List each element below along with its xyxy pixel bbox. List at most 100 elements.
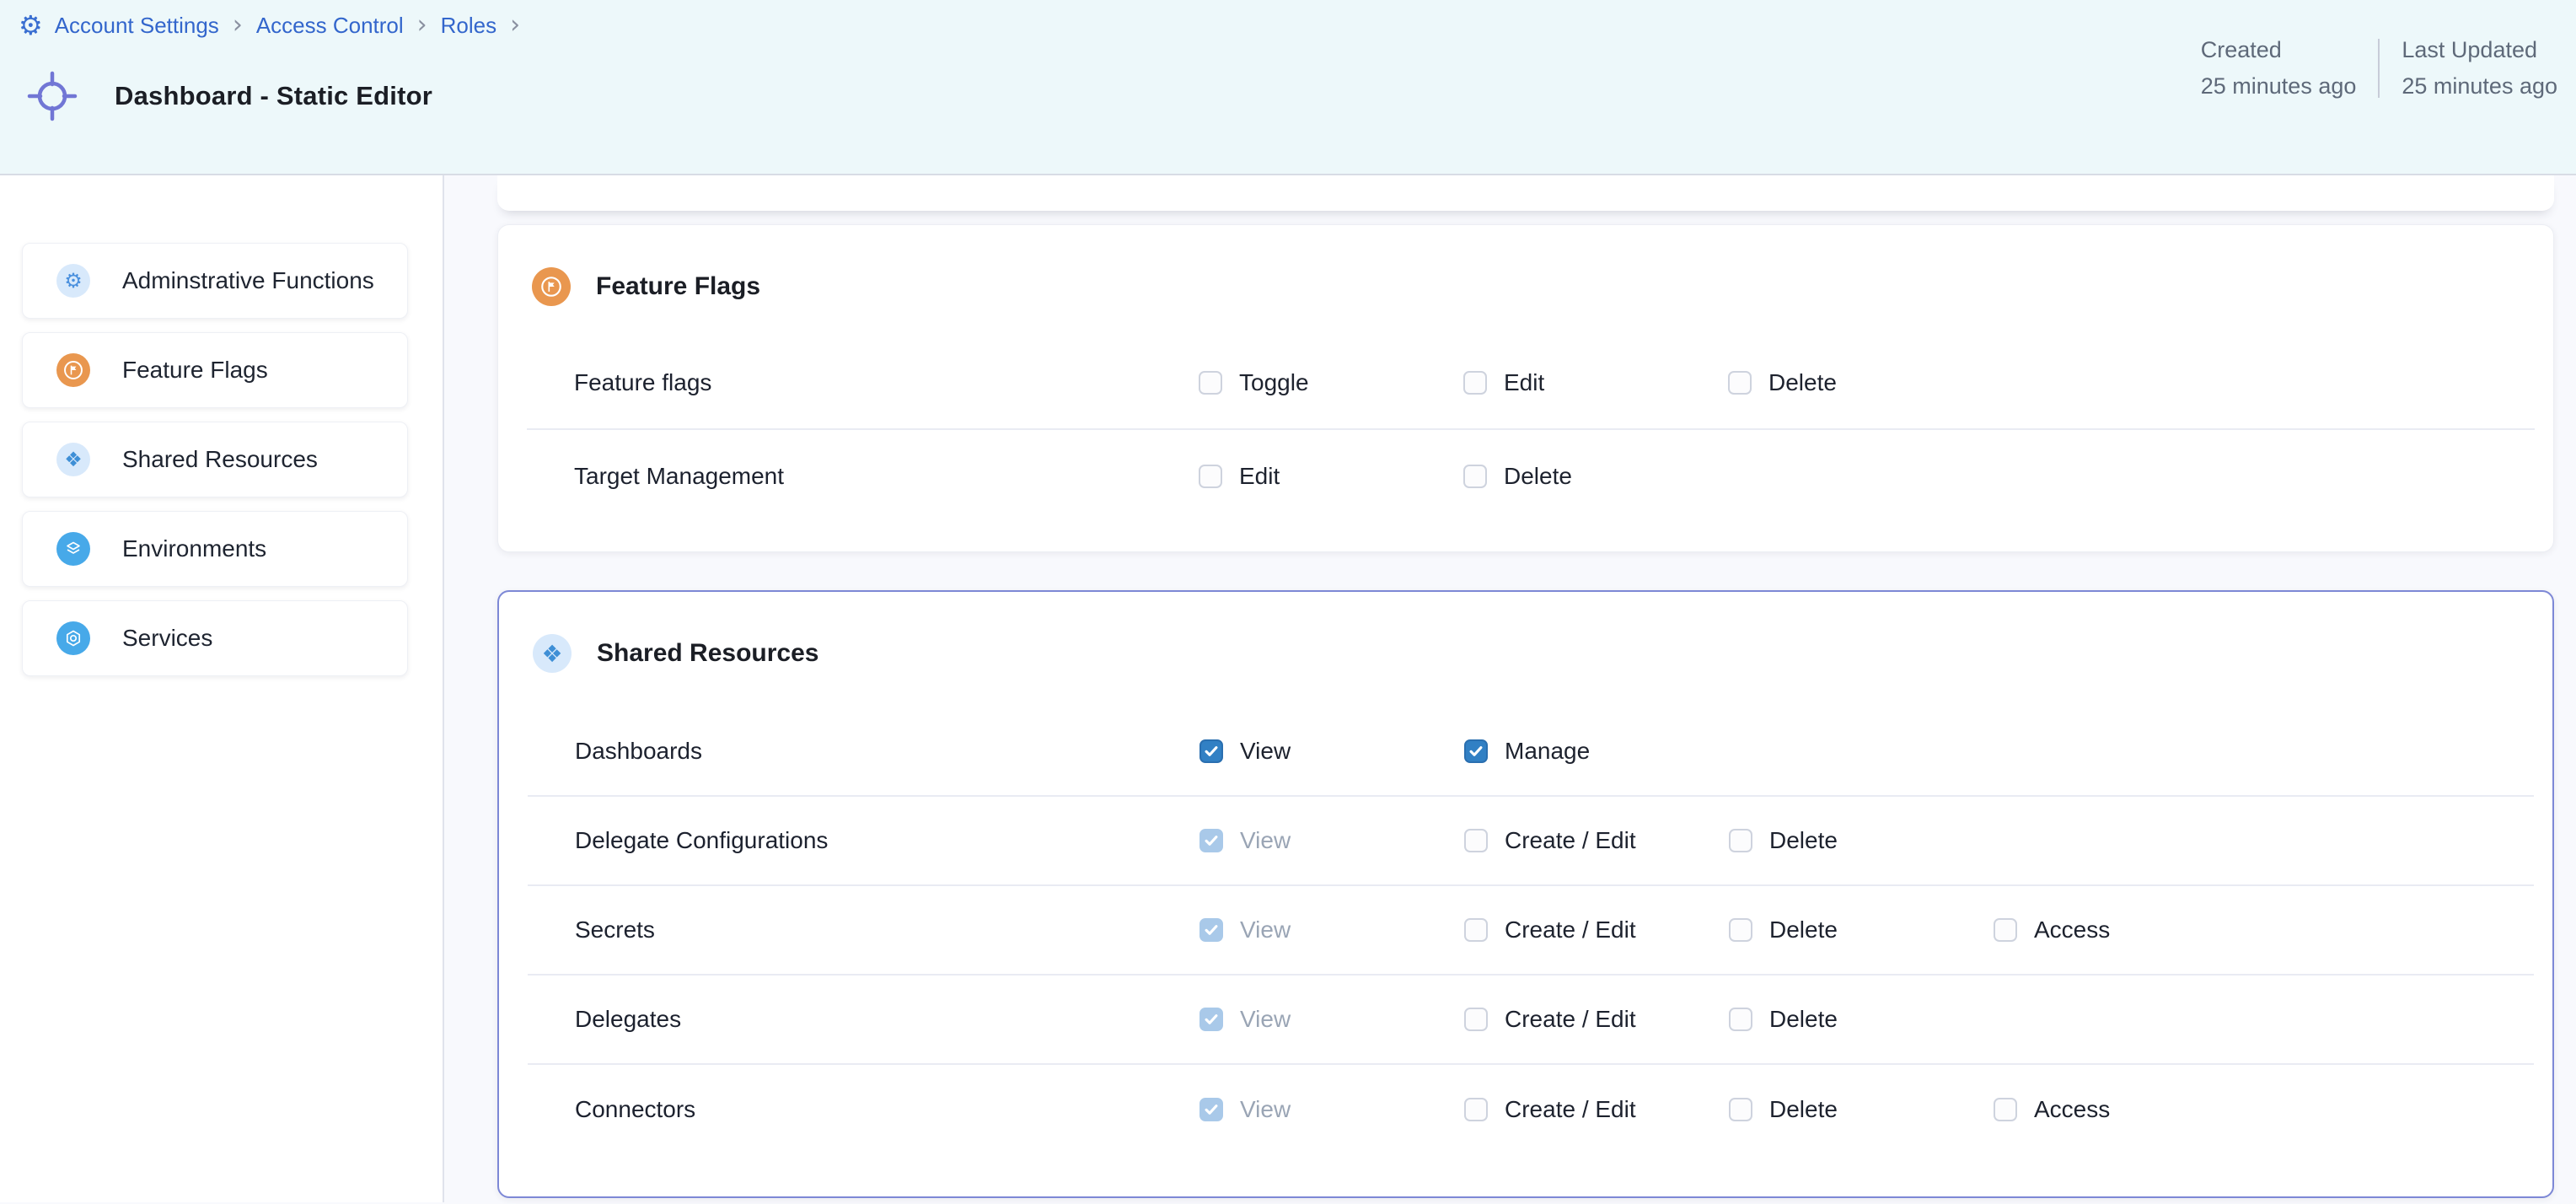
checkbox [1464,1098,1488,1121]
permission-rows: Dashboards View Manage Delegate Configur… [528,707,2534,1196]
breadcrumb-account-settings[interactable]: Account Settings [54,12,219,38]
permission-row-delegate-configurations: Delegate Configurations View Create / Ed… [528,797,2534,886]
permission-label: View [1240,738,1291,764]
permission-delete[interactable]: Delete [1728,369,1993,396]
created-value: 25 minutes ago [2200,73,2357,99]
checkbox [1463,371,1487,395]
permission-edit[interactable]: Edit [1199,463,1463,490]
checkbox [1199,371,1222,395]
target-crosshair-icon [25,69,79,123]
sidebar-item-shared-resources[interactable]: Shared Resources [22,422,408,497]
permission-rows: Feature flags Toggle Edit Delete [527,337,2535,551]
permission-label: Create / Edit [1505,916,1636,943]
checkbox [1994,918,2017,942]
row-label: Dashboards [575,738,702,764]
permission-access[interactable]: Access [1994,916,2258,943]
permission-toggle[interactable]: Toggle [1199,369,1463,396]
checkbox [1728,371,1752,395]
checkbox [1464,739,1488,763]
checkbox [1464,918,1488,942]
sidebar-item-services[interactable]: Services [22,600,408,676]
row-label: Target Management [574,463,785,489]
permission-create-edit[interactable]: Create / Edit [1464,916,1729,943]
checkbox [1199,1098,1223,1121]
permission-delete[interactable]: Delete [1463,463,1728,490]
last-updated-value: 25 minutes ago [2402,73,2557,99]
permission-create-edit[interactable]: Create / Edit [1464,1006,1729,1033]
section-shared-resources[interactable]: Shared Resources Dashboards View Manage [497,590,2554,1198]
row-label: Delegates [575,1006,682,1032]
settings-gear-icon [19,12,43,39]
permission-label: Create / Edit [1505,1096,1636,1122]
checkbox [1199,829,1223,852]
permission-row-connectors: Connectors View Create / Edit Delete [528,1065,2534,1154]
permission-view[interactable]: View [1199,1006,1464,1033]
chevron-right-icon: › [232,10,243,40]
permission-access[interactable]: Access [1994,1096,2258,1123]
permission-label: Edit [1504,369,1545,395]
checkbox [1199,739,1223,763]
sidebar-item-environments[interactable]: Environments [22,511,408,587]
checkbox [1199,465,1222,488]
row-label: Connectors [575,1096,696,1122]
breadcrumb-access-control[interactable]: Access Control [255,12,404,38]
permission-label: View [1240,916,1291,943]
breadcrumb-roles[interactable]: Roles [440,12,497,38]
checkbox [1994,1098,2017,1121]
permission-view[interactable]: View [1199,916,1464,943]
permission-edit[interactable]: Edit [1463,369,1728,396]
meta-info: Created 25 minutes ago Last Updated 25 m… [2201,37,2557,99]
permission-label: Delete [1768,369,1837,395]
chevron-right-icon: › [510,10,521,40]
permission-delete[interactable]: Delete [1729,1006,1994,1033]
permission-create-edit[interactable]: Create / Edit [1464,827,1729,854]
sidebar-item-label: Environments [122,535,267,562]
sidebar-item-label: Services [122,625,213,651]
checkbox [1729,1098,1752,1121]
permission-label: Create / Edit [1505,1006,1636,1032]
meta-divider [2378,39,2380,98]
permission-label: Delete [1769,827,1838,853]
permission-row-delegates: Delegates View Create / Edit Delete [528,976,2534,1065]
checkbox [1729,918,1752,942]
layers-icon [56,532,90,566]
diamonds-icon [56,443,90,476]
permission-label: Access [2034,1096,2111,1122]
permission-row-target-management: Target Management Edit Delete [527,430,2535,523]
sidebar-item-feature-flags[interactable]: Feature Flags [22,332,408,408]
created-info: Created 25 minutes ago [2201,37,2357,99]
permission-row-feature-flags: Feature flags Toggle Edit Delete [527,337,2535,430]
sidebar-item-label: Shared Resources [122,446,318,472]
permission-delete[interactable]: Delete [1729,916,1994,943]
permission-view[interactable]: View [1199,738,1464,765]
checkbox [1729,829,1752,852]
title-row: Dashboard - Static Editor [25,69,432,123]
section-feature-flags[interactable]: Feature Flags Feature flags Toggle Edit [497,224,2554,552]
permission-label: View [1240,827,1291,853]
flag-icon [56,353,90,387]
last-updated-info: Last Updated 25 minutes ago [2402,37,2557,99]
gear-icon [56,264,90,298]
section-title: Feature Flags [596,272,761,300]
checkbox [1463,465,1487,488]
permission-delete[interactable]: Delete [1729,827,1994,854]
checkbox [1199,1008,1223,1031]
last-updated-label: Last Updated [2402,37,2537,62]
permission-label: View [1240,1096,1291,1122]
chevron-right-icon: › [416,10,427,40]
row-label: Feature flags [574,369,712,395]
row-label: Delegate Configurations [575,827,829,853]
permission-label: Manage [1505,738,1591,764]
permission-view[interactable]: View [1199,1096,1464,1123]
permission-label: Toggle [1239,369,1309,395]
section-header: Feature Flags [498,225,2553,337]
sidebar-item-administrative-functions[interactable]: Adminstrative Functions [22,243,408,319]
permission-manage[interactable]: Manage [1464,738,1729,765]
permission-delete[interactable]: Delete [1729,1096,1994,1123]
permissions-panel: Feature Flags Feature flags Toggle Edit [444,175,2576,1202]
permission-view[interactable]: View [1199,827,1464,854]
section-title: Shared Resources [597,639,819,667]
permission-create-edit[interactable]: Create / Edit [1464,1096,1729,1123]
sidebar-item-label: Adminstrative Functions [122,267,374,293]
